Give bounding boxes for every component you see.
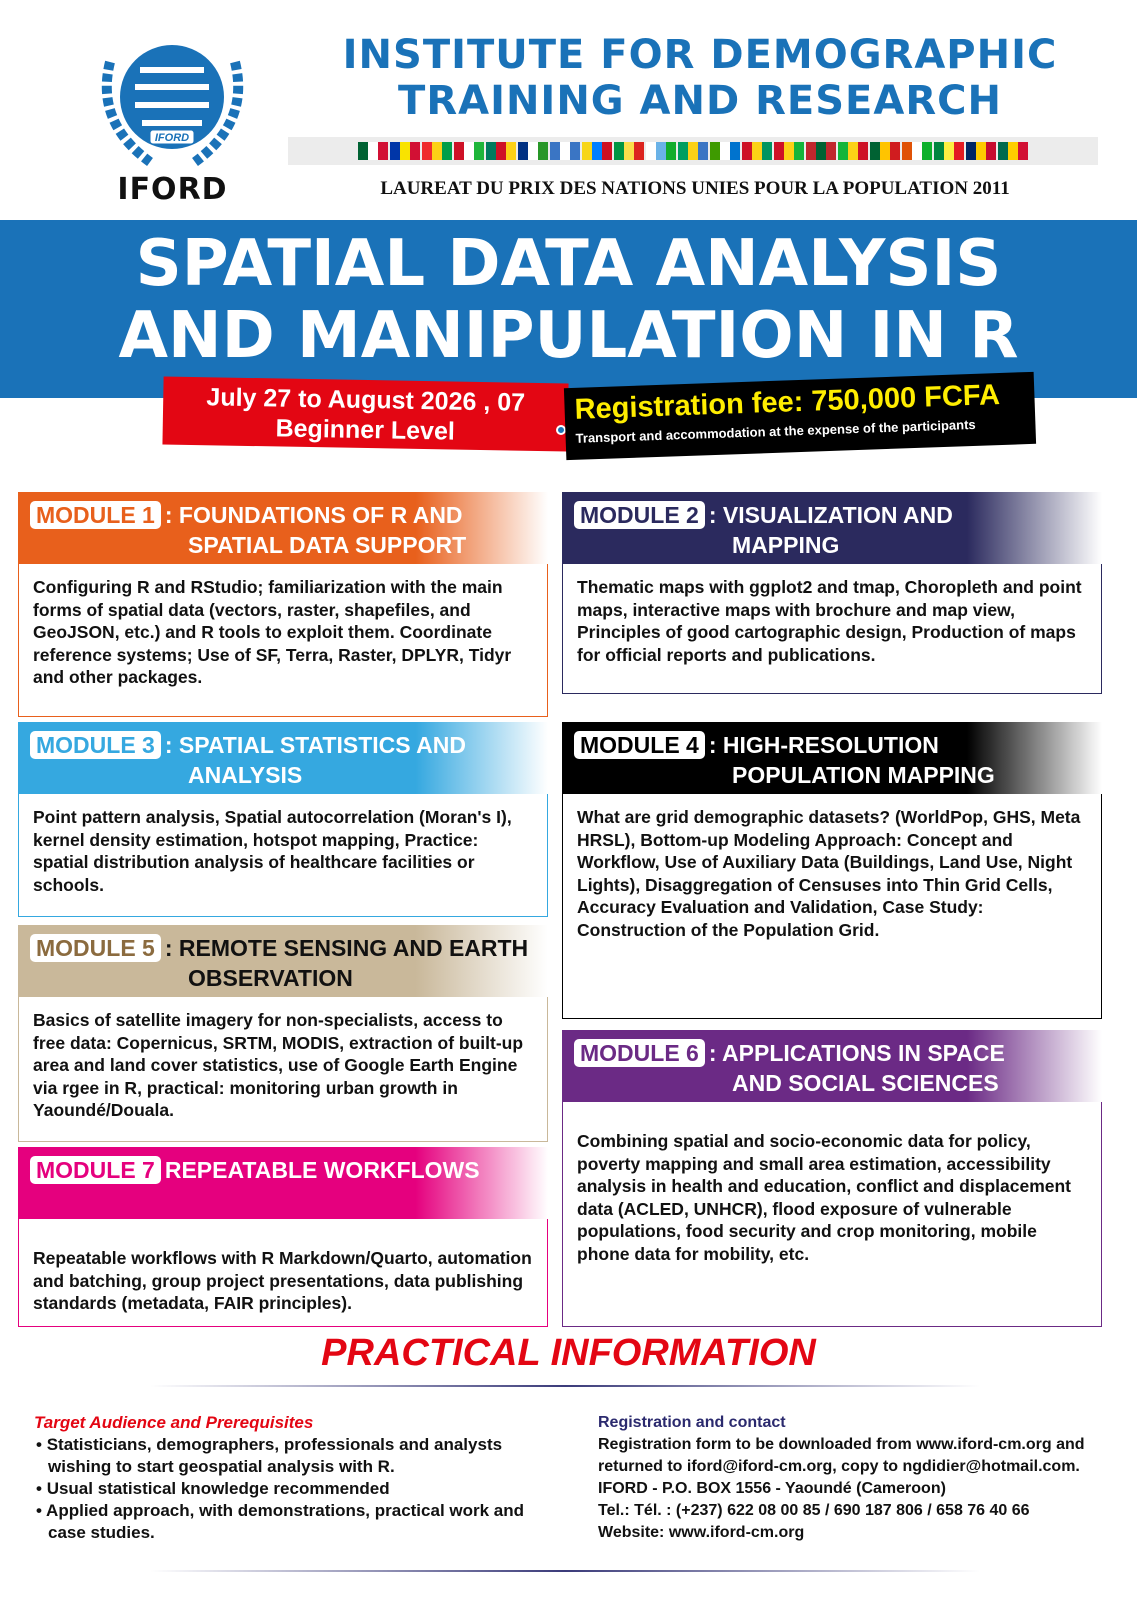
flag-icon [806, 142, 836, 160]
flag-icon [678, 142, 708, 160]
module-header: MODULE 2: VISUALIZATION AND MAPPING [562, 492, 1102, 564]
flag-icon [774, 142, 804, 160]
iford-logo: IFORD [101, 45, 244, 167]
flag-icon [582, 142, 612, 160]
title-band [0, 220, 1137, 398]
module-description: Combining spatial and socio-economic dat… [562, 1102, 1102, 1327]
module-1: MODULE 1: FOUNDATIONS OF R AND SPATIAL DA… [18, 492, 548, 717]
audience-section: Target Audience and Prerequisites • Stat… [34, 1412, 554, 1544]
module-header: MODULE 7 REPEATABLE WORKFLOWS [18, 1147, 548, 1219]
flag-icon [966, 142, 996, 160]
flag-icon [998, 142, 1028, 160]
divider [150, 1385, 980, 1387]
flag-icon [614, 142, 644, 160]
member-flags [288, 137, 1098, 165]
module-title: : REMOTE SENSING AND EARTH [164, 935, 529, 961]
contact-title: Registration and contact [598, 1414, 786, 1431]
module-description: Thematic maps with ggplot2 and tmap, Cho… [562, 564, 1102, 694]
module-header: MODULE 1: FOUNDATIONS OF R AND SPATIAL DA… [18, 492, 548, 564]
fee-badge: Registration fee: 750,000 FCFA Transport… [563, 371, 1037, 461]
module-header: MODULE 4: HIGH-RESOLUTION POPULATION MAPP… [562, 722, 1102, 794]
module-2: MODULE 2: VISUALIZATION AND MAPPING Themat… [562, 492, 1102, 694]
flag-icon [902, 142, 932, 160]
flag-icon [742, 142, 772, 160]
module-title-2: AND SOCIAL SCIENCES [732, 1070, 999, 1096]
module-title: : HIGH-RESOLUTION [708, 732, 939, 758]
audience-item: • Statisticians, demographers, professio… [36, 1435, 503, 1476]
laureat-text: LAUREAT DU PRIX DES NATIONS UNIES POUR L… [380, 178, 1010, 199]
audience-title: Target Audience and Prerequisites [34, 1413, 314, 1432]
flag-icon [486, 142, 516, 160]
module-title-2: ANALYSIS [188, 762, 303, 788]
module-label: MODULE 6 [574, 1039, 705, 1067]
module-5: MODULE 5: REMOTE SENSING AND EARTH OBSERV… [18, 925, 548, 1142]
contact-section: Registration and contact Registration fo… [598, 1412, 1118, 1544]
title-line-1: SPATIAL DATA ANALYSIS [135, 227, 1002, 301]
module-label: MODULE 5 [30, 934, 161, 962]
contact-registration: Registration form to be downloaded from … [598, 1436, 1085, 1475]
flag-icon [390, 142, 420, 160]
module-title: : APPLICATIONS IN SPACE [708, 1040, 1005, 1066]
module-3: MODULE 3: SPATIAL STATISTICS AND ANALYSIS… [18, 722, 548, 917]
contact-phone: Tel.: Tél. : (+237) 622 08 00 85 / 690 1… [598, 1502, 1030, 1519]
module-title: : FOUNDATIONS OF R AND [164, 502, 463, 528]
module-label: MODULE 2 [574, 501, 705, 529]
logo-text: IFORD [117, 172, 228, 207]
institute-name: INSTITUTE FOR DEMOGRAPHIC TRAINING AND R… [342, 32, 1058, 124]
module-4: MODULE 4: HIGH-RESOLUTION POPULATION MAPP… [562, 722, 1102, 1019]
flag-icon [518, 142, 548, 160]
module-description: Point pattern analysis, Spatial autocorr… [18, 794, 548, 917]
module-header: MODULE 5: REMOTE SENSING AND EARTH OBSERV… [18, 925, 548, 997]
date-badge: July 27 to August 2026 , 07 Beginner Lev… [162, 376, 569, 452]
title-line-2: AND MANIPULATION IN R [118, 299, 1019, 373]
flag-icon [838, 142, 868, 160]
module-description: Repeatable workflows with R Markdown/Qua… [18, 1219, 548, 1327]
module-title-2: MAPPING [732, 532, 840, 558]
module-title: REPEATABLE WORKFLOWS [164, 1157, 480, 1183]
course-title: SPATIAL DATA ANALYSIS AND MANIPULATION I… [0, 228, 1137, 372]
module-description: Basics of satellite imagery for non-spec… [18, 997, 548, 1142]
module-label: MODULE 7 [30, 1156, 161, 1184]
flag-icon [422, 142, 452, 160]
contact-website: Website: www.iford-cm.org [598, 1524, 805, 1541]
module-7: MODULE 7 REPEATABLE WORKFLOWS Repeatable w… [18, 1147, 548, 1327]
module-header: MODULE 3: SPATIAL STATISTICS AND ANALYSIS [18, 722, 548, 794]
audience-item: • Applied approach, with demonstrations,… [36, 1501, 525, 1542]
module-title-2: SPATIAL DATA SUPPORT [188, 532, 467, 558]
module-6: MODULE 6: APPLICATIONS IN SPACE AND SOCIA… [562, 1030, 1102, 1327]
audience-item: • Usual statistical knowledge recommende… [36, 1479, 390, 1498]
module-title-2: OBSERVATION [188, 965, 353, 991]
flag-icon [358, 142, 388, 160]
flag-icon [934, 142, 964, 160]
module-label: MODULE 1 [30, 501, 161, 529]
flag-icon [454, 142, 484, 160]
practical-title: PRACTICAL INFORMATION [321, 1332, 816, 1374]
module-description: What are grid demographic datasets? (Wor… [562, 794, 1102, 1019]
module-title: : VISUALIZATION AND [708, 502, 953, 528]
module-label: MODULE 3 [30, 731, 161, 759]
module-description: Configuring R and RStudio; familiarizati… [18, 564, 548, 717]
divider [150, 1570, 980, 1572]
flag-icon [646, 142, 676, 160]
flag-icon [550, 142, 580, 160]
svg-text:IFORD: IFORD [155, 132, 189, 144]
flag-icon [870, 142, 900, 160]
contact-address: IFORD - P.O. BOX 1556 - Yaoundé (Cameroo… [598, 1480, 946, 1497]
flag-icon [710, 142, 740, 160]
module-label: MODULE 4 [574, 731, 705, 759]
module-header: MODULE 6: APPLICATIONS IN SPACE AND SOCIA… [562, 1030, 1102, 1102]
module-title: : SPATIAL STATISTICS AND [164, 732, 466, 758]
module-title-2: POPULATION MAPPING [732, 762, 995, 788]
